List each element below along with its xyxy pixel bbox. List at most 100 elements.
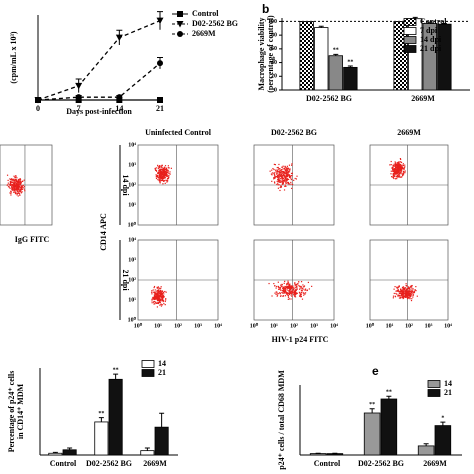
x-tick-label: 10⁴: [444, 323, 452, 329]
event-dot: [19, 189, 22, 191]
event-dot: [279, 292, 281, 294]
event-dot: [397, 172, 399, 174]
event-dot: [18, 181, 20, 183]
event-dot: [401, 165, 403, 167]
event-dot: [160, 169, 163, 171]
event-dot: [408, 295, 411, 297]
event-dot: [156, 287, 158, 289]
event-dot: [276, 295, 278, 297]
event-dot: [282, 177, 284, 180]
event-dot: [17, 187, 19, 189]
event-dot: [276, 175, 279, 177]
bar: [108, 378, 123, 456]
event-dot: [400, 293, 402, 295]
event-dot: [278, 179, 280, 181]
event-dot: [294, 294, 296, 296]
x-tick-label: 7: [77, 104, 81, 113]
event-dot: [295, 293, 298, 295]
event-dot: [161, 176, 163, 178]
event-dot: [162, 174, 164, 176]
event-dot: [286, 173, 288, 175]
event-dot: [290, 291, 292, 293]
event-dot: [271, 174, 273, 176]
event-dot: [405, 284, 407, 287]
event-dot: [164, 304, 166, 306]
event-dot: [24, 190, 26, 192]
event-dot: [161, 293, 163, 296]
y-tick-label: 0: [274, 87, 277, 93]
event-dot: [285, 288, 287, 290]
event-dot: [293, 179, 295, 181]
event-dot: [397, 286, 399, 289]
isotype-label: IgG FITC: [15, 235, 50, 244]
event-dot: [19, 186, 22, 188]
event-dot: [282, 292, 284, 294]
event-dot: [290, 294, 292, 296]
column-title: Uninfected Control: [145, 128, 212, 137]
event-dot: [283, 288, 285, 290]
x-tick-label: 10³: [194, 323, 202, 329]
event-dot: [284, 184, 287, 186]
event-dot: [284, 171, 286, 173]
event-dot: [12, 187, 14, 189]
event-dot: [293, 294, 295, 296]
event-dot: [279, 189, 281, 192]
event-dot: [160, 172, 162, 174]
bar: [326, 453, 344, 456]
event-dot: [279, 289, 282, 291]
event-dot: [407, 290, 409, 292]
event-dot: [14, 176, 16, 178]
event-dot: [279, 287, 282, 289]
event-dot: [285, 166, 287, 169]
legend-swatch: [141, 360, 155, 368]
x-tick-label: 10²: [290, 323, 298, 329]
event-dot: [153, 291, 156, 293]
event-dot: [292, 285, 294, 287]
event-dot: [409, 292, 411, 294]
event-dot: [303, 285, 305, 288]
event-dot: [160, 286, 162, 288]
event-dot: [275, 171, 277, 173]
x-tick-label: Control: [50, 459, 77, 468]
event-dot: [394, 295, 396, 297]
event-dot: [15, 177, 17, 179]
event-dot: [159, 170, 161, 172]
event-dot: [18, 192, 20, 195]
event-dot: [22, 184, 24, 186]
event-dot: [294, 289, 296, 291]
event-dot: [18, 186, 20, 188]
event-dot: [394, 286, 396, 288]
event-dot: [289, 283, 291, 285]
event-dot: [14, 188, 17, 190]
event-dot: [157, 164, 159, 166]
event-dot: [10, 191, 12, 193]
event-dot: [390, 173, 392, 175]
event-dot: [13, 183, 15, 186]
event-dot: [390, 160, 392, 163]
event-dot: [19, 193, 21, 195]
row-title: 14 dpi: [121, 174, 130, 196]
event-dot: [397, 163, 399, 165]
event-dot: [157, 292, 159, 294]
event-dot: [162, 175, 164, 177]
event-dot: [162, 167, 164, 169]
event-dot: [23, 188, 25, 190]
x-tick-label: 0: [36, 104, 40, 113]
event-dot: [415, 289, 417, 292]
event-dot: [164, 173, 167, 175]
event-dot: [291, 292, 293, 294]
event-dot: [285, 175, 287, 177]
event-dot: [398, 165, 401, 168]
event-dot: [10, 182, 12, 184]
event-dot: [409, 295, 412, 298]
event-dot: [300, 291, 303, 294]
significance: **: [347, 59, 353, 65]
event-dot: [151, 302, 153, 304]
event-dot: [400, 168, 402, 170]
event-dot: [404, 170, 406, 172]
y-tick-label: 10¹: [128, 297, 136, 303]
event-dot: [397, 288, 399, 290]
event-dot: [400, 166, 402, 168]
event-dot: [407, 296, 409, 298]
event-dot: [19, 179, 22, 181]
